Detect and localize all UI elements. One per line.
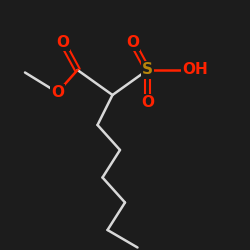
Text: O: O bbox=[126, 35, 139, 50]
Text: OH: OH bbox=[182, 62, 208, 78]
Text: O: O bbox=[56, 35, 69, 50]
Text: O: O bbox=[51, 85, 64, 100]
Text: O: O bbox=[141, 95, 154, 110]
Text: S: S bbox=[142, 62, 153, 78]
